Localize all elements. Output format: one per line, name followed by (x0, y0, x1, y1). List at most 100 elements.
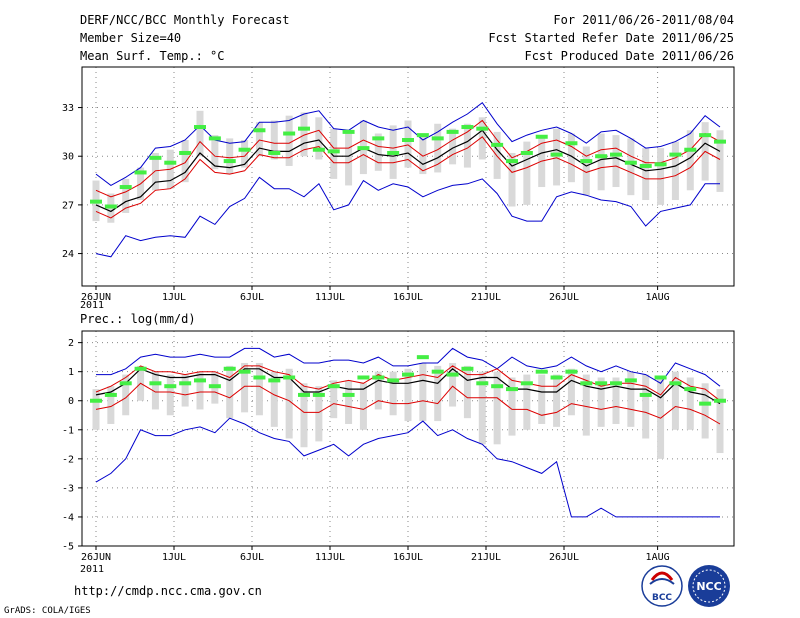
observed-marker (253, 128, 266, 133)
x-tick-label: 1JUL (162, 292, 186, 303)
ensemble-spread-box (285, 115, 293, 166)
observed-marker (402, 372, 414, 377)
series-mean-line (95, 368, 721, 405)
ensemble-spread-box (419, 136, 427, 175)
observed-marker (624, 378, 637, 383)
ensemble-spread-box (523, 141, 531, 205)
ensemble-spread-box (582, 146, 590, 196)
ensemble-spread-box (716, 389, 724, 454)
observed-marker (446, 129, 459, 134)
ensemble-spread-box (671, 371, 679, 430)
observed-marker (312, 147, 325, 152)
series-max-line (96, 347, 721, 387)
ensemble-spread-box (196, 110, 204, 157)
bcc-logo-text: BCC (652, 593, 672, 603)
precipitation-panel: -5 -4 -3 -2 -1 0 1 2 26JUN 1JUL 6JUL 11JUL 16JUL 21JU… (62, 330, 735, 563)
series-min-line (95, 417, 720, 518)
ensemble-spread-box (627, 371, 635, 427)
ensemble-spread-box (404, 120, 412, 168)
observed-marker (714, 398, 726, 403)
observed-marker (520, 150, 533, 155)
observed-marker (342, 392, 355, 397)
ensemble-spread-box (211, 135, 219, 170)
ensemble-spread-box (226, 365, 234, 419)
observed-marker (669, 152, 682, 157)
y-tick-label: 27 (62, 200, 74, 211)
observed-marker (402, 138, 414, 142)
observed-marker (149, 155, 162, 160)
observed-marker (550, 375, 563, 380)
ensemble-spread-box (538, 374, 546, 424)
observed-marker (595, 381, 608, 386)
observed-marker (476, 381, 489, 386)
ncc-logo: NCC (688, 565, 730, 607)
x-tick-label: 6JUL (240, 292, 264, 303)
bcc-logo: BCC (641, 565, 683, 607)
ensemble-spread-box (315, 117, 323, 160)
year-label-temp: 2011 (80, 300, 104, 311)
observed-marker (268, 378, 281, 383)
ensemble-spread-box (582, 374, 590, 436)
x-tick-label: 1AUG (646, 292, 670, 303)
ensemble-spread-box (627, 138, 635, 196)
observed-marker (223, 366, 236, 371)
x-tick-label: 21JUL (471, 552, 501, 563)
observed-marker (179, 150, 192, 155)
observed-marker (595, 154, 608, 159)
observed-marker (90, 398, 102, 403)
precipitation-plot-frame (81, 330, 735, 547)
ensemble-spread-box (642, 374, 650, 439)
observed-marker (164, 160, 177, 165)
ensemble-spread-box (107, 386, 115, 424)
observed-marker (283, 131, 296, 136)
y-tick-label: 0 (68, 396, 74, 407)
ensemble-spread-box (270, 120, 278, 160)
ensemble-spread-box (597, 133, 605, 191)
series-lower-line (95, 382, 721, 425)
observed-marker (312, 392, 325, 397)
observed-marker (654, 375, 667, 380)
x-tick-label: 26JUN (81, 292, 111, 303)
x-tick-label: 16JUL (393, 292, 423, 303)
observed-marker (580, 381, 593, 386)
ensemble-spread-box (686, 130, 694, 191)
observed-marker (238, 147, 251, 152)
ensemble-spread-box (330, 128, 338, 179)
observed-marker (104, 204, 117, 209)
year-label-prec: 2011 (80, 564, 104, 575)
ensemble-spread-box (434, 123, 442, 173)
observed-marker (461, 366, 474, 371)
observed-marker (684, 147, 697, 152)
y-tick-label: -1 (62, 425, 74, 436)
ensemble-spread-box (701, 383, 709, 439)
series-lower-line (95, 136, 721, 219)
observed-marker (223, 159, 236, 164)
observed-marker (134, 366, 147, 371)
ensemble-spread-box (567, 368, 575, 416)
observed-marker (372, 375, 385, 380)
observed-marker (372, 136, 385, 141)
observed-marker (387, 378, 400, 383)
observed-marker (283, 375, 296, 380)
ensemble-spread-box (122, 374, 130, 416)
source-url[interactable]: http://cmdp.ncc.cma.gov.cn (74, 584, 262, 598)
observed-marker (208, 384, 221, 389)
series-mean-line (95, 129, 721, 213)
ensemble-spread-box (181, 374, 189, 407)
ensemble-spread-box (493, 131, 501, 179)
observed-marker (134, 170, 147, 175)
observed-marker (342, 129, 355, 134)
observed-marker (565, 141, 578, 146)
observed-marker (431, 136, 444, 141)
ensemble-spread-box (345, 133, 353, 186)
ensemble-spread-box (657, 148, 665, 205)
ensemble-spread-box (686, 377, 694, 430)
forecast-period: For 2011/06/26-2011/08/04 (553, 13, 734, 27)
x-tick-label: 26JUL (549, 552, 579, 563)
ensemble-spread-box (493, 371, 501, 445)
ensemble-spread-box (330, 380, 338, 419)
ensemble-spread-box (463, 123, 471, 168)
ensemble-spread-box (315, 386, 323, 442)
ensemble-spread-box (285, 368, 293, 439)
